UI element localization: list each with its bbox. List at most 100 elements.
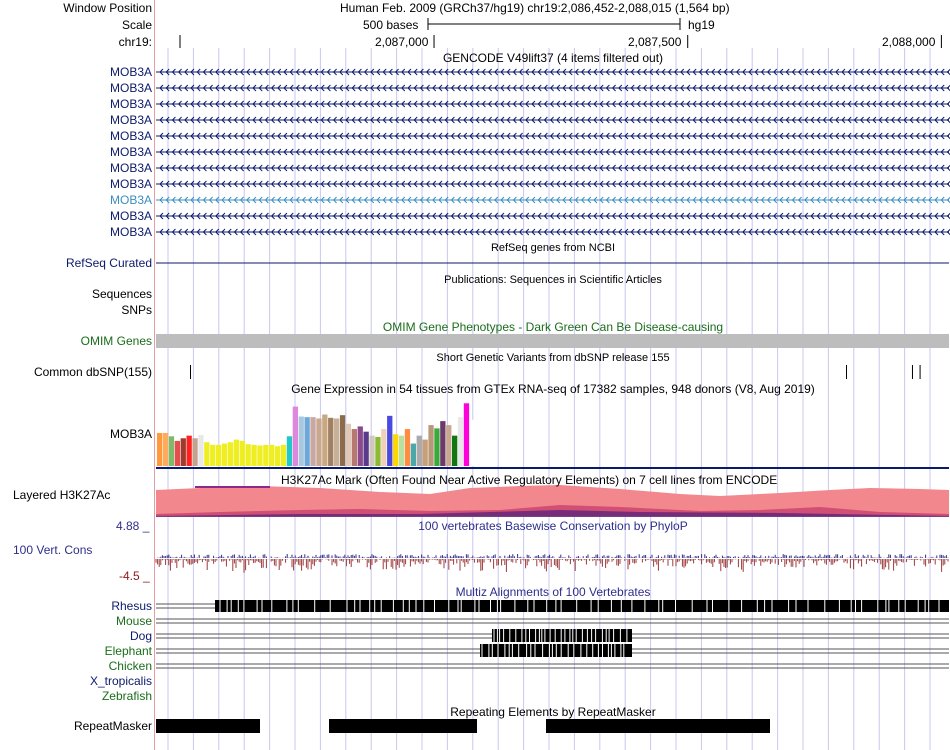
multiz-species-label-mouse[interactable]: Mouse bbox=[115, 614, 152, 628]
window-position-label: Window Position bbox=[63, 1, 152, 15]
gencode-gene-label[interactable]: MOB3A bbox=[109, 177, 152, 191]
gencode-transcript bbox=[156, 68, 950, 76]
repeatmasker-label[interactable]: RepeatMasker bbox=[73, 719, 152, 733]
snps-label[interactable]: SNPs bbox=[121, 303, 152, 317]
gencode-transcript bbox=[156, 180, 950, 188]
assembly-text: hg19 bbox=[688, 18, 715, 32]
dbsnp-track-title[interactable]: Short Genetic Variants from dbSNP releas… bbox=[436, 352, 670, 364]
strand-arrow bbox=[159, 68, 950, 76]
h3k27ac-layer bbox=[156, 510, 949, 517]
gtex-tissue-bar bbox=[157, 433, 163, 466]
gtex-tissue-bar bbox=[410, 443, 416, 466]
gencode-gene-label[interactable]: MOB3A bbox=[109, 81, 152, 95]
multiz-gaps bbox=[493, 629, 628, 642]
gtex-tissue-bar bbox=[298, 416, 304, 466]
gtex-tissue-bar bbox=[351, 429, 357, 466]
gtex-tissue-bar bbox=[216, 444, 222, 466]
gtex-tissue-bar bbox=[310, 417, 316, 466]
gtex-tissue-bar bbox=[210, 444, 216, 466]
gencode-transcript bbox=[156, 132, 950, 140]
refseq-curated-label[interactable]: RefSeq Curated bbox=[65, 256, 152, 270]
multiz-gaps bbox=[481, 644, 625, 657]
multiz-block-rhesus bbox=[215, 600, 949, 612]
strand-arrow bbox=[159, 84, 950, 92]
strand-arrow bbox=[159, 180, 950, 188]
gtex-tissue-bar bbox=[316, 418, 322, 466]
h3k27ac-layer bbox=[156, 485, 949, 516]
gtex-track-title[interactable]: Gene Expression in 54 tissues from GTEx … bbox=[291, 382, 815, 396]
multiz-species-label-dog[interactable]: Dog bbox=[129, 629, 152, 643]
gtex-tissue-bar bbox=[257, 445, 263, 466]
multiz-species-label-chicken[interactable]: Chicken bbox=[108, 659, 152, 673]
gtex-tissue-bar bbox=[292, 406, 298, 466]
publications-track-title[interactable]: Publications: Sequences in Scientific Ar… bbox=[444, 274, 662, 286]
sequences-label[interactable]: Sequences bbox=[91, 287, 152, 301]
h3k27ac-track-title[interactable]: H3K27Ac Mark (Often Found Near Active Re… bbox=[281, 473, 778, 487]
phylop-negative bbox=[155, 559, 949, 573]
gtex-tissue-bar bbox=[440, 421, 446, 466]
gtex-tissue-bar bbox=[227, 442, 234, 466]
gtex-tissue-bar bbox=[286, 436, 293, 466]
gtex-tissue-bar bbox=[381, 429, 387, 466]
gencode-transcript bbox=[156, 84, 950, 92]
scale-label: Scale bbox=[121, 18, 152, 32]
gencode-gene-label[interactable]: MOB3A bbox=[109, 145, 152, 159]
phylop-label[interactable]: 100 Vert. Cons bbox=[13, 543, 93, 557]
phylop-track-title[interactable]: 100 vertebrates Basewise Conservation by… bbox=[418, 519, 688, 533]
strand-arrow bbox=[159, 116, 950, 124]
gtex-tissue-bar bbox=[192, 438, 198, 466]
gtex-tissue-bar bbox=[204, 442, 210, 466]
multiz-species-label-zebrafish[interactable]: Zebrafish bbox=[101, 689, 152, 703]
omim-genes-label[interactable]: OMIM Genes bbox=[80, 334, 152, 348]
strand-arrow bbox=[159, 196, 950, 204]
gtex-tissue-bar bbox=[357, 426, 363, 466]
omim-track-title[interactable]: OMIM Gene Phenotypes - Dark Green Can Be… bbox=[382, 320, 724, 334]
ruler-label-2: 2,087,500 bbox=[628, 35, 682, 49]
multiz-gaps bbox=[219, 600, 940, 612]
position-text[interactable]: Human Feb. 2009 (GRCh37/hg19) chr19:2,08… bbox=[340, 1, 730, 15]
layered-h3k27ac-label[interactable]: Layered H3K27Ac bbox=[13, 488, 111, 502]
gencode-gene-label[interactable]: MOB3A bbox=[109, 97, 152, 111]
gtex-tissue-bar bbox=[304, 417, 310, 466]
gtex-bars bbox=[157, 403, 475, 466]
gencode-gene-label[interactable]: MOB3A bbox=[109, 193, 152, 207]
gtex-gene-label[interactable]: MOB3A bbox=[109, 427, 152, 441]
gtex-tissue-bar bbox=[393, 434, 399, 466]
gencode-gene-label[interactable]: MOB3A bbox=[109, 161, 152, 175]
gencode-gene-label[interactable]: MOB3A bbox=[109, 113, 152, 127]
ruler-label-1: 2,087,000 bbox=[375, 35, 429, 49]
gtex-tissue-bar bbox=[339, 415, 346, 466]
gencode-transcript bbox=[156, 212, 950, 220]
multiz-species-label-elephant[interactable]: Elephant bbox=[104, 644, 152, 658]
multiz-block-dog bbox=[492, 629, 632, 642]
phylop-bars bbox=[155, 554, 949, 573]
refseq-track-title[interactable]: RefSeq genes from NCBI bbox=[490, 242, 616, 254]
gtex-tissue-bar bbox=[404, 429, 411, 466]
gtex-tissue-bar bbox=[174, 440, 180, 466]
gtex-tissue-bar bbox=[398, 435, 405, 466]
chrom-label: chr19: bbox=[118, 35, 152, 49]
repeat-element bbox=[546, 719, 770, 733]
multiz-track-title[interactable]: Multiz Alignments of 100 Vertebrates bbox=[455, 585, 651, 599]
gencode-gene-label[interactable]: MOB3A bbox=[109, 209, 152, 223]
gencode-transcript bbox=[156, 148, 950, 156]
common-dbsnp-label[interactable]: Common dbSNP(155) bbox=[33, 365, 152, 379]
gencode-gene-label[interactable]: MOB3A bbox=[109, 65, 152, 79]
gtex-tissue-bar bbox=[422, 439, 428, 466]
multiz-species-label-x_tropicalis[interactable]: X_tropicalis bbox=[89, 674, 152, 688]
gtex-tissue-bar bbox=[428, 425, 434, 466]
gtex-tissue-bar bbox=[186, 435, 192, 466]
gencode-gene-label[interactable]: MOB3A bbox=[109, 129, 152, 143]
gtex-tissue-bar bbox=[469, 419, 475, 466]
multiz-species-label-rhesus[interactable]: Rhesus bbox=[111, 599, 152, 613]
gtex-tissue-bar bbox=[198, 434, 204, 466]
phylop-positive bbox=[157, 554, 949, 558]
gtex-tissue-bar bbox=[334, 418, 340, 466]
gencode-track-title[interactable]: GENCODE V49lift37 (4 items filtered out) bbox=[442, 51, 664, 65]
gencode-gene-label[interactable]: MOB3A bbox=[109, 225, 152, 239]
gtex-tissue-bar bbox=[180, 438, 186, 466]
repeatmasker-track-title[interactable]: Repeating Elements by RepeatMasker bbox=[450, 705, 656, 719]
gtex-tissue-bar bbox=[387, 415, 393, 466]
gtex-tissue-bar bbox=[263, 444, 269, 466]
